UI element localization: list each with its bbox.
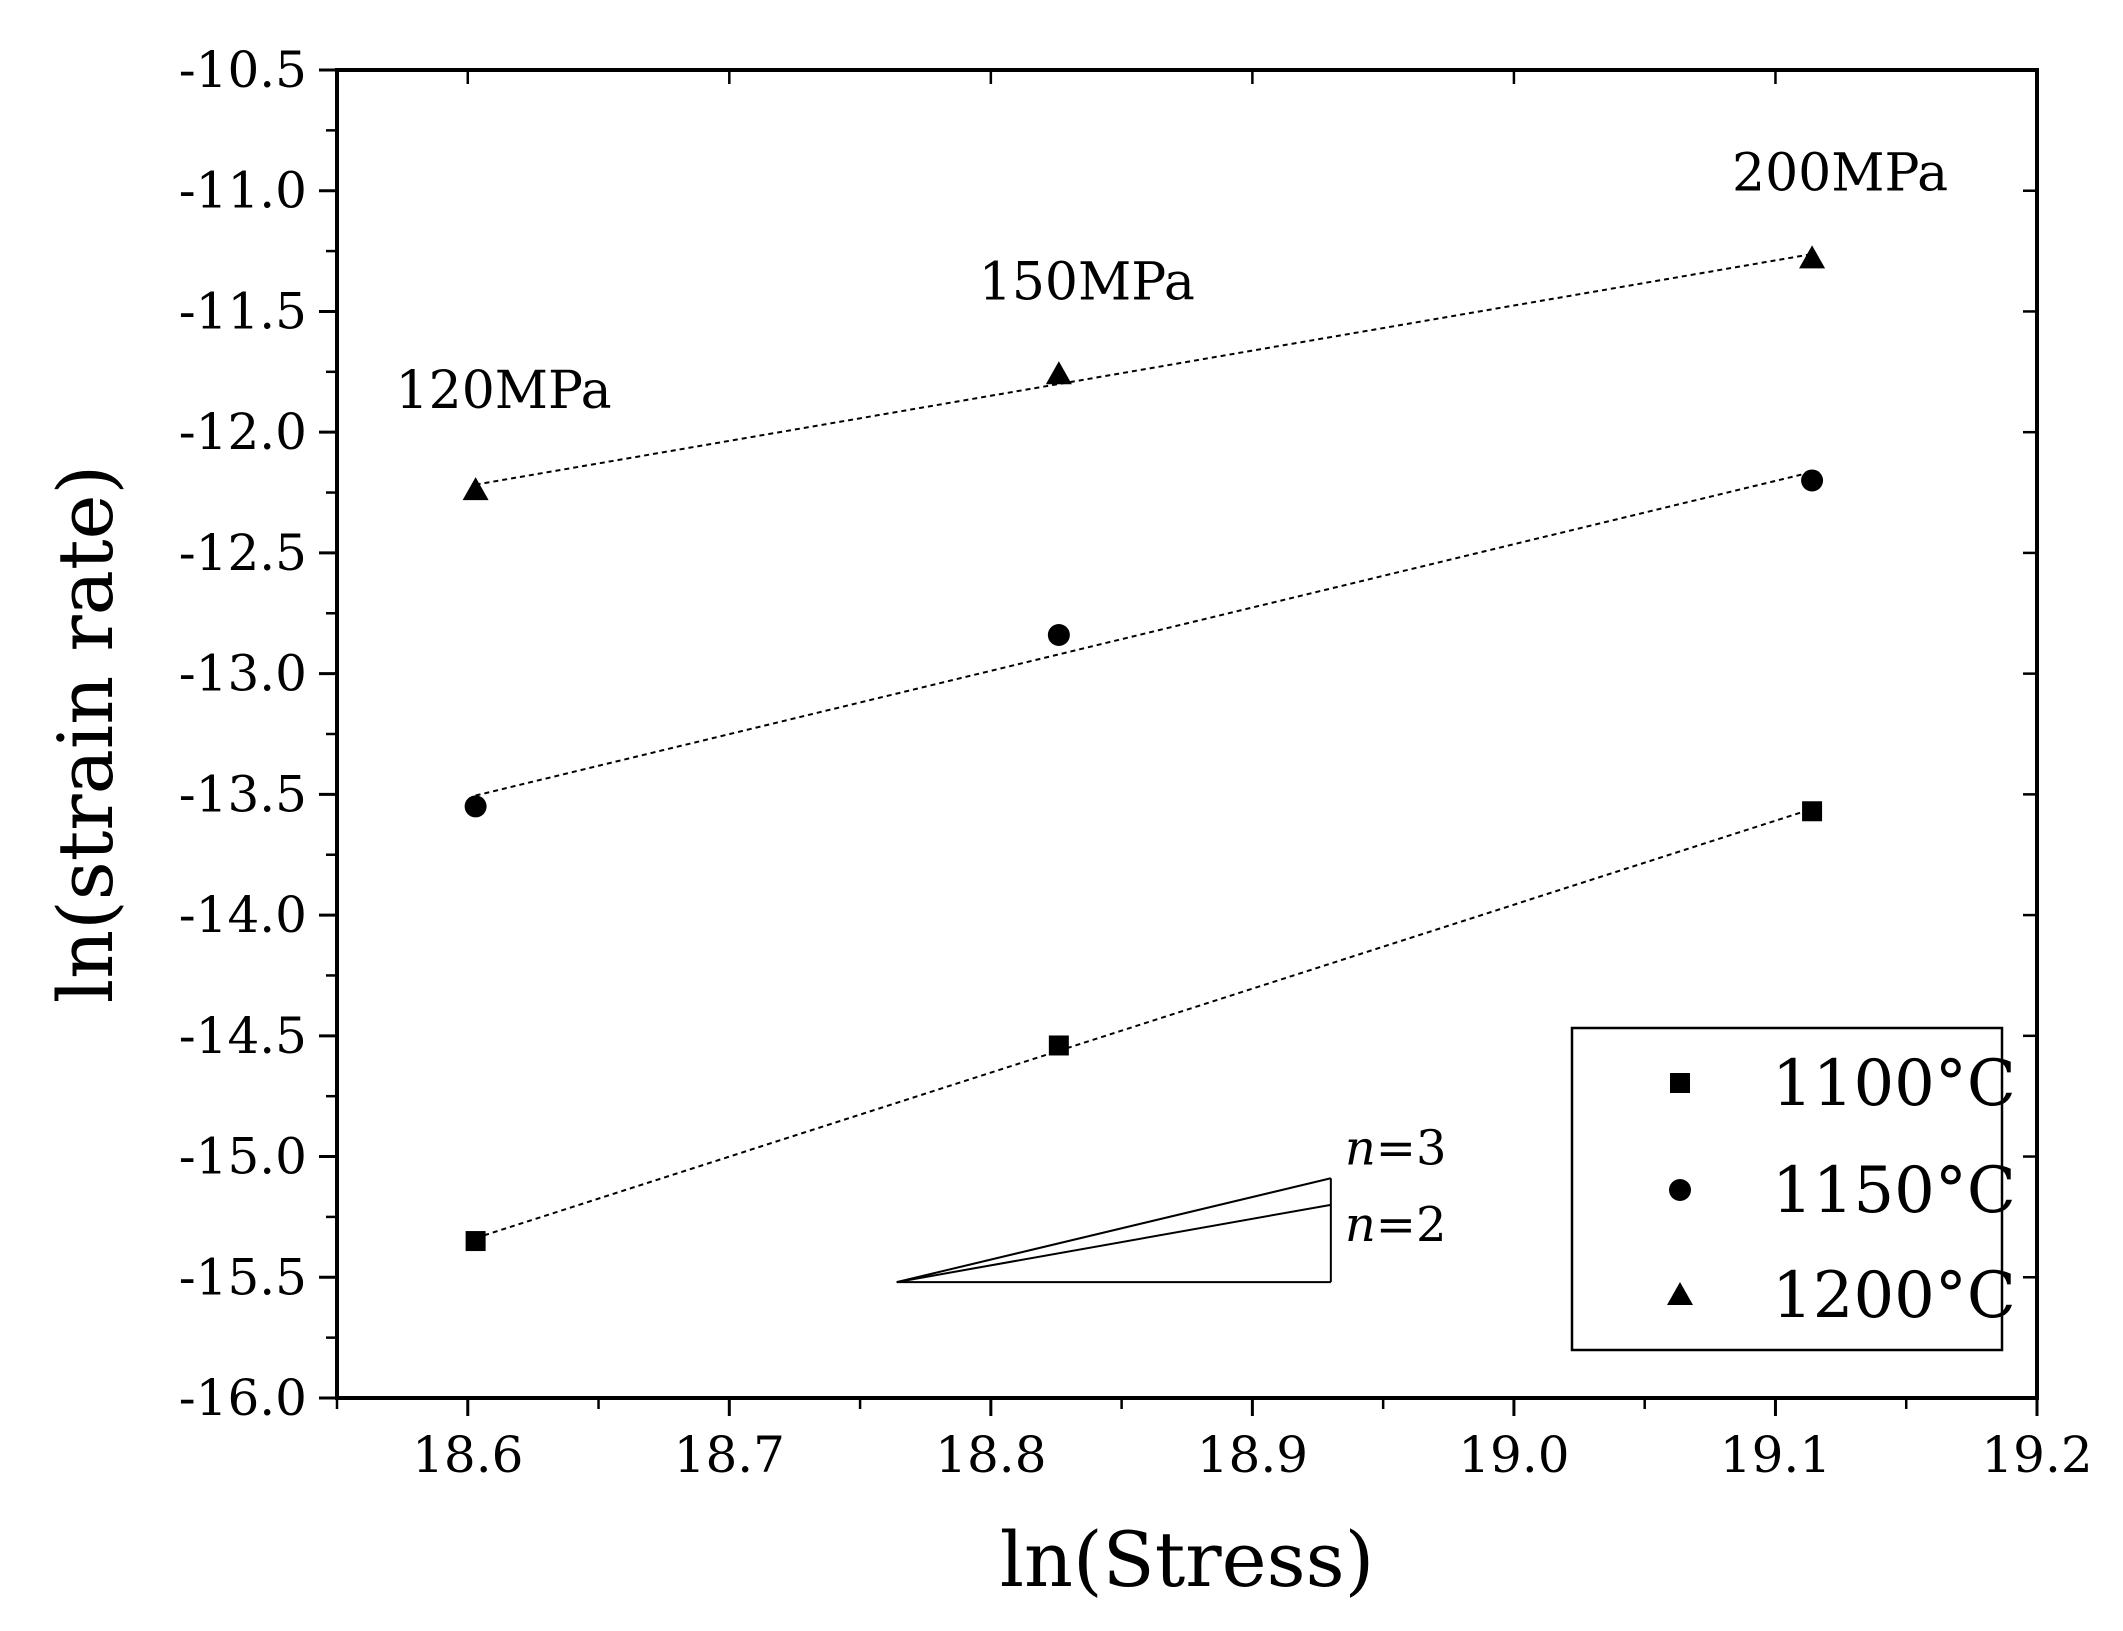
data-point (465, 1231, 486, 1252)
stress-label: 150MPa (979, 252, 1195, 312)
data-point (1047, 624, 1070, 647)
y-axis-title: ln(strain rate) (41, 465, 130, 1003)
y-tick-label: -11.5 (179, 282, 307, 340)
x-tick-label: 18.6 (412, 1426, 523, 1484)
data-point (1799, 245, 1826, 269)
fit-line (475, 471, 1813, 797)
legend-marker (1670, 1073, 1690, 1093)
legend-label: 1100°C (1772, 1047, 2016, 1121)
y-tick-label: -10.5 (179, 41, 307, 99)
data-point (1801, 469, 1824, 492)
y-tick-label: -11.0 (179, 162, 307, 220)
x-tick-label: 19.1 (1720, 1426, 1831, 1484)
y-tick-label: -14.0 (179, 886, 307, 944)
legend-marker (1667, 1282, 1693, 1305)
data-point (462, 477, 489, 501)
x-tick-label: 19.0 (1458, 1426, 1569, 1484)
slope-line (896, 1177, 1332, 1284)
legend-box (1570, 1026, 2004, 1352)
y-tick-label: -13.0 (179, 645, 307, 703)
y-tick-label: -12.5 (179, 524, 307, 582)
slope-line (896, 1203, 1332, 1284)
stress-label: 120MPa (396, 361, 612, 421)
y-tick-label: -16.0 (179, 1369, 307, 1427)
legend-label: 1150°C (1772, 1154, 2016, 1228)
data-markers (462, 245, 1826, 1252)
axes: 18.6 18.7 18.8 18.9 19.0 19.1 19.2 -10.5 -11.0 -1… (179, 41, 2093, 1484)
annotations: 120MPa 150MPa 200MPa (396, 144, 1949, 421)
data-point (464, 795, 487, 818)
slope-label: n=3 (1345, 1120, 1447, 1176)
x-tick-label: 18.7 (674, 1426, 785, 1484)
y-tick-label: -13.5 (179, 765, 307, 823)
legend: 1100°C 1150°C 1200°C (1570, 1026, 2016, 1352)
y-tick-label: -15.0 (179, 1128, 307, 1186)
slope-label-value: =3 (1376, 1120, 1447, 1176)
data-point (1045, 361, 1072, 385)
slope-triangle: n=3n=2 (896, 1120, 1447, 1284)
y-tick-label: -12.0 (179, 403, 307, 461)
slope-label-n: n (1345, 1197, 1376, 1253)
x-tick-label: 19.2 (1981, 1426, 2092, 1484)
stress-label: 200MPa (1732, 144, 1948, 204)
data-point (1802, 801, 1823, 822)
x-tick-label: 18.9 (1197, 1426, 1308, 1484)
fit-lines (475, 253, 1813, 1240)
fit-line (475, 253, 1813, 486)
data-point (1048, 1035, 1069, 1056)
x-tick-label: 18.8 (935, 1426, 1046, 1484)
slope-label: n=2 (1345, 1197, 1447, 1253)
slope-label-value: =2 (1376, 1197, 1447, 1253)
legend-label: 1200°C (1772, 1259, 2016, 1333)
x-axis-title: ln(Stress) (1000, 1515, 1374, 1604)
legend-marker (1669, 1179, 1691, 1201)
y-tick-label: -15.5 (179, 1248, 307, 1306)
slope-label-n: n (1345, 1120, 1376, 1176)
y-tick-label: -14.5 (179, 1007, 307, 1065)
